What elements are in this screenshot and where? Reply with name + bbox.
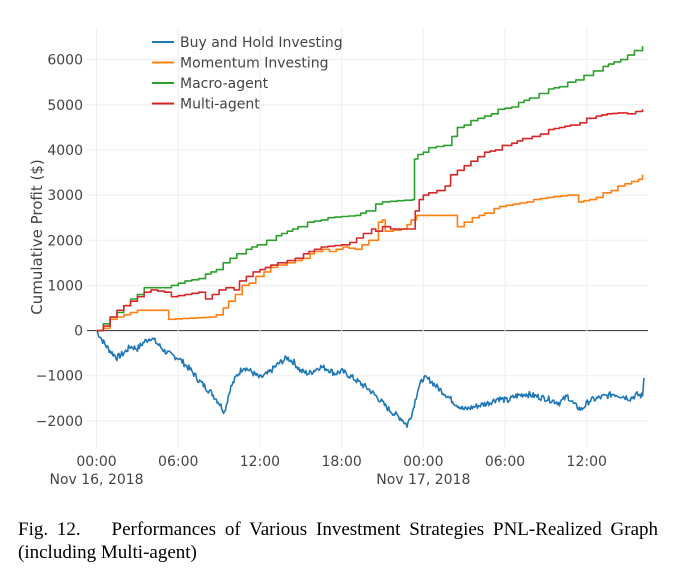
y-tick-label: 6000 <box>47 53 83 69</box>
y-axis-ticks: −2000 −1000 0 1000 2000 3000 4000 5000 6000 <box>36 53 83 430</box>
y-tick-label: 4000 <box>47 143 83 159</box>
series-line-multi-agent <box>96 109 644 332</box>
x-tick-label: 18:00 <box>321 454 361 470</box>
x-tick-label: 00:00 <box>76 454 116 470</box>
legend-label: Macro-agent <box>180 76 269 92</box>
legend-label: Momentum Investing <box>180 56 329 72</box>
y-tick-label: −1000 <box>36 369 83 385</box>
x-axis-ticks: 00:00 Nov 16, 2018 06:00 12:00 18:00 00:00 Nov… <box>49 454 606 488</box>
x-tick-label: 06:00 <box>158 454 198 470</box>
y-tick-label: 5000 <box>47 98 83 114</box>
figure-caption-text: Performances of Various Investment Strat… <box>18 519 659 563</box>
x-tick-date-label: Nov 17, 2018 <box>376 472 470 488</box>
figure-label: Fig. 12. <box>18 519 81 540</box>
y-tick-label: 0 <box>74 324 83 340</box>
y-axis-title: Cumulative Profit ($) <box>28 159 46 315</box>
x-tick-label: 12:00 <box>240 454 280 470</box>
series-line-macro-agent <box>96 46 644 332</box>
y-tick-label: 3000 <box>47 188 83 204</box>
x-tick-label: 12:00 <box>567 454 607 470</box>
x-tick-label: 06:00 <box>485 454 525 470</box>
legend: Buy and Hold Investing Momentum Investing… <box>152 35 343 113</box>
chart: −2000 −1000 0 1000 2000 3000 4000 5000 6000 00:0… <box>28 28 648 488</box>
gridlines <box>87 28 648 448</box>
legend-label: Buy and Hold Investing <box>180 35 343 51</box>
legend-label: Multi-agent <box>180 97 260 113</box>
x-tick-label: 00:00 <box>403 454 443 470</box>
figure-caption: Fig. 12. Performances of Various Investm… <box>18 518 658 564</box>
y-tick-label: 2000 <box>47 233 83 249</box>
y-tick-label: 1000 <box>47 278 83 294</box>
x-tick-date-label: Nov 16, 2018 <box>49 472 143 488</box>
series-line-buy-and-hold-investing <box>95 330 645 428</box>
y-tick-label: −2000 <box>36 414 83 430</box>
series-lines <box>95 46 645 428</box>
